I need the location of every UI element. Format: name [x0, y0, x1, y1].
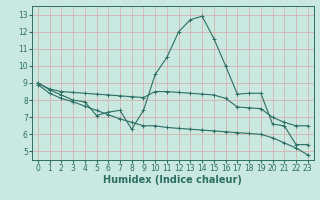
X-axis label: Humidex (Indice chaleur): Humidex (Indice chaleur) [103, 175, 242, 185]
